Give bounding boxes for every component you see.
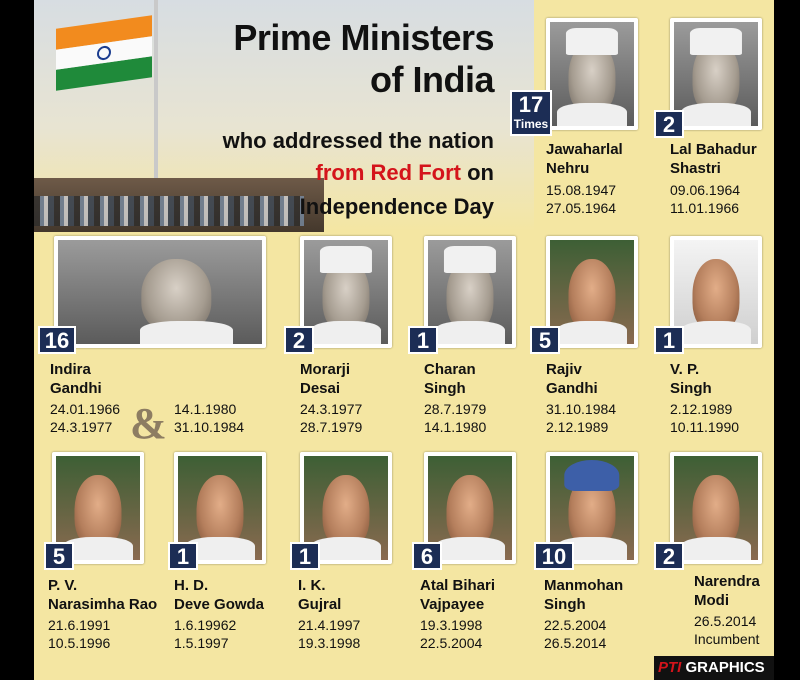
name-narasimha-rao: P. V. Narasimha Rao bbox=[48, 577, 158, 613]
name-ik-gujral: I. K. Gujral bbox=[298, 577, 342, 613]
count-badge-deve-gowda: 1 bbox=[168, 542, 198, 570]
dates-narendra-modi: 26.5.2014 Incumbent bbox=[694, 613, 760, 647]
infographic-card: Prime Ministers of India who addressed t… bbox=[34, 0, 774, 680]
flag-pole bbox=[154, 0, 158, 190]
dates-indira-gandhi-term-2: 14.1.1980 31.10.1984 bbox=[174, 401, 245, 435]
red-fort-photo bbox=[34, 0, 534, 232]
dates-nehru: 15.08.1947 27.05.1964 bbox=[546, 182, 617, 216]
dates-vp-singh: 2.12.1989 10.11.1990 bbox=[670, 401, 740, 435]
count-badge-rajiv-gandhi: 5 bbox=[530, 326, 560, 354]
portrait-vajpayee bbox=[424, 452, 516, 564]
name-indira-gandhi: Indira Gandhi bbox=[50, 361, 102, 397]
count-badge-indira-gandhi: 16 bbox=[38, 326, 76, 354]
dates-manmohan-singh: 22.5.2004 26.5.2014 bbox=[544, 617, 607, 651]
portrait-shastri bbox=[670, 18, 762, 130]
name-charan-singh: Charan Singh bbox=[424, 361, 476, 397]
name-rajiv-gandhi: Rajiv Gandhi bbox=[546, 361, 598, 397]
count-badge-vp-singh: 1 bbox=[654, 326, 684, 354]
name-morarji-desai: Morarji Desai bbox=[300, 361, 351, 397]
name-nehru: Jawaharlal Nehru bbox=[546, 141, 623, 177]
name-vp-singh: V. P. Singh bbox=[670, 361, 712, 397]
crowd bbox=[34, 196, 304, 226]
portrait-indira-gandhi bbox=[54, 236, 266, 348]
count-badge-ik-gujral: 1 bbox=[290, 542, 320, 570]
dates-vajpayee: 19.3.1998 22.5.2004 bbox=[420, 617, 483, 651]
count-badge-morarji-desai: 2 bbox=[284, 326, 314, 354]
name-deve-gowda: H. D. Deve Gowda bbox=[174, 577, 265, 613]
subtitle-rest-text: on bbox=[461, 160, 494, 185]
dates-morarji-desai: 24.3.1977 28.7.1979 bbox=[300, 401, 363, 435]
dates-charan-singh: 28.7.1979 14.1.1980 bbox=[424, 401, 487, 435]
count-badge-nehru: 17 Times bbox=[510, 90, 552, 136]
portrait-vp-singh bbox=[670, 236, 762, 348]
pti-logo: PTI bbox=[658, 659, 682, 676]
name-shastri: Lal Bahadur Shastri bbox=[670, 141, 757, 177]
graphics-label: GRAPHICS bbox=[685, 659, 765, 676]
title-line-2: of India bbox=[370, 59, 495, 100]
portrait-charan-singh bbox=[424, 236, 516, 348]
count-badge-manmohan-singh: 10 bbox=[534, 542, 574, 570]
count-badge-charan-singh: 1 bbox=[408, 326, 438, 354]
portrait-morarji-desai bbox=[300, 236, 392, 348]
dates-deve-gowda: 1.6.19962 1.5.1997 bbox=[174, 617, 237, 651]
pti-graphics-credit: PTI GRAPHICS bbox=[654, 656, 774, 680]
portrait-rajiv-gandhi bbox=[546, 236, 638, 348]
title-line-1: Prime Ministers bbox=[233, 17, 494, 58]
count-badge-narasimha-rao: 5 bbox=[44, 542, 74, 570]
name-vajpayee: Atal Bihari Vajpayee bbox=[420, 577, 496, 613]
dates-indira-gandhi-term-1: 24.01.1966 24.3.1977 bbox=[50, 401, 121, 435]
ampersand: & bbox=[130, 399, 167, 448]
subtitle-line-1: who addressed the nation bbox=[222, 128, 494, 153]
count-badge-vajpayee: 6 bbox=[412, 542, 442, 570]
count-badge-narendra-modi: 2 bbox=[654, 542, 684, 570]
dates-shastri: 09.06.1964 11.01.1966 bbox=[670, 182, 741, 216]
portrait-nehru bbox=[546, 18, 638, 130]
name-manmohan-singh: Manmohan Singh bbox=[544, 577, 624, 613]
dates-narasimha-rao: 21.6.1991 10.5.1996 bbox=[48, 617, 111, 651]
subtitle-red-text: from Red Fort bbox=[315, 160, 461, 185]
dates-rajiv-gandhi: 31.10.1984 2.12.1989 bbox=[546, 401, 617, 435]
dates-ik-gujral: 21.4.1997 19.3.1998 bbox=[298, 617, 361, 651]
portrait-narendra-modi bbox=[670, 452, 762, 564]
count-badge-shastri: 2 bbox=[654, 110, 684, 138]
subtitle-line-3: Independence Day bbox=[299, 194, 494, 219]
name-narendra-modi: Narendra Modi bbox=[694, 573, 760, 609]
indian-flag-icon bbox=[56, 15, 152, 91]
subtitle-line-2: from Red Fort on bbox=[184, 160, 494, 186]
